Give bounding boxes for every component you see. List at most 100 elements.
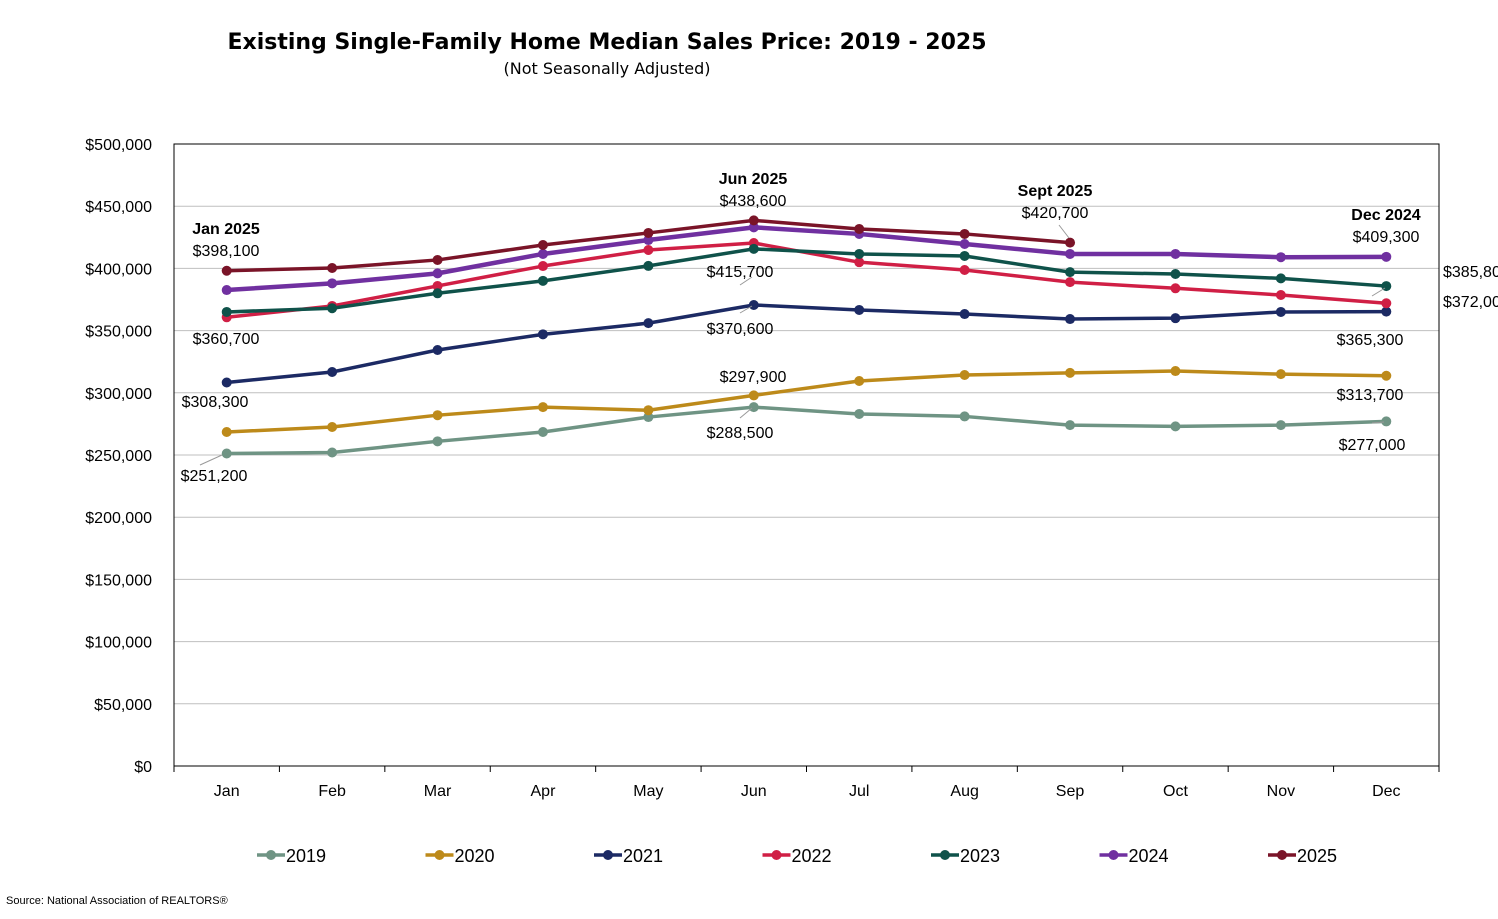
data-label-title: Jan 2025 <box>192 221 260 238</box>
data-point[interactable] <box>1170 421 1181 432</box>
data-point[interactable] <box>748 243 759 254</box>
data-point[interactable] <box>432 288 443 299</box>
data-point[interactable] <box>327 422 338 433</box>
data-point[interactable] <box>643 235 654 246</box>
x-tick-label: Feb <box>318 783 346 800</box>
data-point[interactable] <box>1065 420 1076 431</box>
data-point[interactable] <box>537 248 548 259</box>
data-point[interactable] <box>537 261 548 272</box>
data-point[interactable] <box>1275 420 1286 431</box>
data-label-value: $277,000 <box>1339 437 1406 454</box>
data-point[interactable] <box>1065 237 1076 248</box>
data-point[interactable] <box>854 375 865 386</box>
data-point[interactable] <box>959 239 970 250</box>
legend-label: 2020 <box>455 846 495 866</box>
data-point[interactable] <box>221 306 232 317</box>
data-point[interactable] <box>959 309 970 320</box>
data-point[interactable] <box>1170 248 1181 259</box>
data-point[interactable] <box>1275 306 1286 317</box>
data-point[interactable] <box>327 263 338 274</box>
series-2025 <box>221 215 1076 276</box>
data-point[interactable] <box>643 227 654 238</box>
data-point[interactable] <box>221 426 232 437</box>
data-point[interactable] <box>959 411 970 422</box>
data-point[interactable] <box>221 377 232 388</box>
data-point[interactable] <box>959 265 970 276</box>
data-point[interactable] <box>748 215 759 226</box>
data-point[interactable] <box>643 405 654 416</box>
data-point[interactable] <box>1381 306 1392 317</box>
data-point[interactable] <box>854 248 865 259</box>
data-point[interactable] <box>1275 273 1286 284</box>
data-point[interactable] <box>1065 248 1076 259</box>
data-point[interactable] <box>959 250 970 261</box>
legend-item-2021[interactable]: 2021 <box>594 846 663 866</box>
chart-title: Existing Single-Family Home Median Sales… <box>227 30 986 55</box>
data-point[interactable] <box>854 304 865 315</box>
data-point[interactable] <box>748 402 759 413</box>
data-point[interactable] <box>1170 283 1181 294</box>
legend-item-2025[interactable]: 2025 <box>1268 846 1337 866</box>
data-point[interactable] <box>432 436 443 447</box>
data-point[interactable] <box>643 318 654 329</box>
data-point[interactable] <box>537 402 548 413</box>
data-point[interactable] <box>327 278 338 289</box>
legend-item-2020[interactable]: 2020 <box>425 846 495 866</box>
data-point[interactable] <box>537 275 548 286</box>
data-point[interactable] <box>221 285 232 296</box>
data-point[interactable] <box>1065 367 1076 378</box>
data-point[interactable] <box>432 345 443 356</box>
data-label: $385,800 <box>1443 264 1498 281</box>
data-point[interactable] <box>327 303 338 314</box>
data-point[interactable] <box>1275 290 1286 301</box>
data-point[interactable] <box>1170 268 1181 279</box>
data-point[interactable] <box>1381 370 1392 381</box>
data-point[interactable] <box>748 222 759 233</box>
legend-item-2022[interactable]: 2022 <box>762 846 832 866</box>
data-point[interactable] <box>432 280 443 291</box>
data-point[interactable] <box>1275 252 1286 263</box>
data-point[interactable] <box>1381 251 1392 262</box>
data-label-value: $313,700 <box>1337 387 1404 404</box>
data-label: $370,600 <box>707 321 774 338</box>
data-point[interactable] <box>537 426 548 437</box>
data-point[interactable] <box>643 260 654 271</box>
data-point[interactable] <box>748 390 759 401</box>
data-point[interactable] <box>959 370 970 381</box>
data-point[interactable] <box>854 408 865 419</box>
x-tick-label: Jun <box>741 783 767 800</box>
data-point[interactable] <box>959 228 970 239</box>
data-point[interactable] <box>432 268 443 279</box>
series-line <box>226 247 1387 314</box>
legend-item-2023[interactable]: 2023 <box>931 846 1000 866</box>
data-point[interactable] <box>854 223 865 234</box>
data-point[interactable] <box>1065 314 1076 325</box>
data-point[interactable] <box>537 240 548 251</box>
data-point[interactable] <box>327 447 338 458</box>
data-label-value: $288,500 <box>707 425 774 442</box>
data-point[interactable] <box>1065 267 1076 278</box>
data-point[interactable] <box>537 329 548 340</box>
data-point[interactable] <box>1275 369 1286 380</box>
legend-item-2024[interactable]: 2024 <box>1099 846 1169 866</box>
series-2019 <box>221 402 1392 459</box>
legend-label: 2024 <box>1129 846 1169 866</box>
y-tick-label: $450,000 <box>85 199 152 216</box>
data-point[interactable] <box>432 254 443 265</box>
legend-item-2019[interactable]: 2019 <box>257 846 326 866</box>
data-point[interactable] <box>221 265 232 276</box>
y-tick-label: $350,000 <box>85 324 152 341</box>
data-point[interactable] <box>1381 298 1392 309</box>
data-point[interactable] <box>643 244 654 255</box>
data-point[interactable] <box>1381 416 1392 427</box>
data-point[interactable] <box>1170 366 1181 377</box>
data-point[interactable] <box>748 299 759 310</box>
data-point[interactable] <box>327 367 338 378</box>
data-point[interactable] <box>1065 277 1076 288</box>
x-tick-label: Jul <box>849 783 869 800</box>
data-point[interactable] <box>432 410 443 421</box>
data-point[interactable] <box>221 448 232 459</box>
data-point[interactable] <box>643 412 654 423</box>
data-point[interactable] <box>854 257 865 268</box>
data-point[interactable] <box>1170 313 1181 324</box>
